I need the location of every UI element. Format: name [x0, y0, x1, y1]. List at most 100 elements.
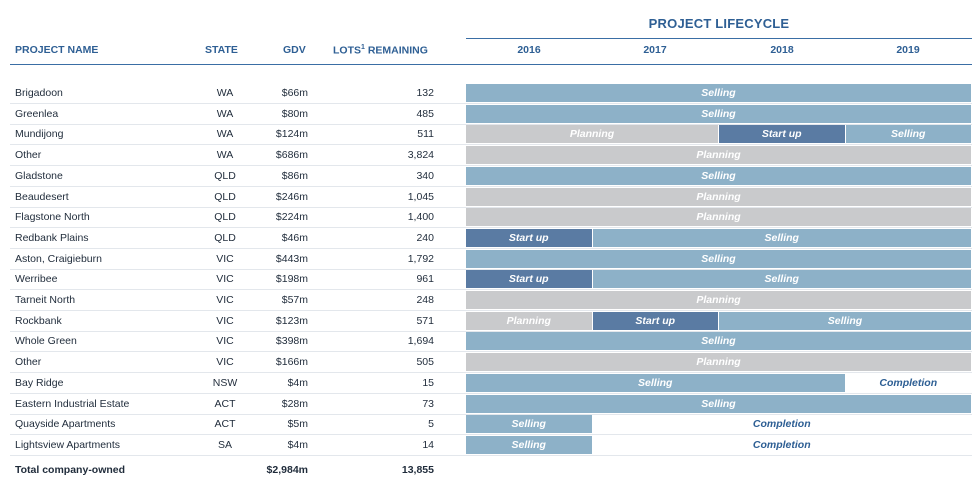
row-divider — [10, 413, 972, 415]
lifecycle-segment-selling: Selling — [592, 270, 972, 289]
project-name: Eastern Industrial Estate — [15, 397, 130, 410]
project-state: VIC — [216, 252, 234, 265]
project-state: WA — [216, 128, 234, 141]
project-lots-remaining: 132 — [416, 87, 434, 99]
project-name: Redbank Plains — [15, 231, 89, 244]
project-state: QLD — [214, 190, 236, 203]
project-state: QLD — [214, 231, 236, 244]
project-state: SA — [217, 438, 232, 451]
row-divider — [10, 310, 972, 311]
total-row: Total company-owned $2,984m 13,855 — [0, 460, 975, 481]
lifecycle-segment-planning: Planning — [466, 187, 972, 206]
row-divider — [10, 144, 972, 146]
project-lots-remaining: 511 — [417, 128, 434, 141]
header-lots: LOTS1 REMAINING — [333, 44, 428, 57]
project-gdv: $66m — [281, 87, 308, 99]
project-lots-remaining: 505 — [416, 356, 434, 369]
year-header-2016: 2016 — [517, 44, 541, 56]
project-gdv: $224m — [275, 211, 308, 224]
project-name: Tarneit North — [15, 294, 76, 306]
table-row: Rockbank VIC $123m 571 Planning Start up Selli… — [0, 311, 975, 332]
lifecycle-segment-selling: Selling — [466, 84, 972, 102]
table-row: Greenlea WA $80m 485 Selling — [0, 104, 975, 125]
project-name: Other — [15, 356, 42, 369]
row-divider — [10, 454, 972, 456]
table-row: Beaudesert QLD $246m 1,045 Planning — [0, 187, 975, 208]
project-gdv: $80m — [281, 107, 308, 120]
lifecycle-segment-completion: Completion — [845, 373, 972, 392]
year-header-2018: 2018 — [770, 44, 794, 56]
table-row: Quayside Apartments ACT $5m 5 Selling Complet… — [0, 414, 975, 436]
project-gdv: $166m — [275, 356, 308, 369]
table-row: Flagstone North QLD $224m 1,400 Planning — [0, 207, 975, 229]
table-row: Redbank Plains QLD $46m 240 Start up Selling — [0, 228, 975, 249]
project-state: VIC — [216, 294, 234, 306]
table-row: Gladstone QLD $86m 340 Selling — [0, 166, 975, 187]
project-lots-remaining: 14 — [422, 438, 434, 451]
lifecycle-bar: Planning — [466, 146, 972, 165]
lifecycle-segment-completion: Completion — [592, 435, 972, 454]
total-gdv: $2,984m — [266, 464, 308, 476]
project-gdv: $4m — [287, 438, 308, 451]
row-divider — [10, 103, 972, 104]
table-row: Other VIC $166m 505 Planning — [0, 352, 975, 374]
lifecycle-segment-selling: Selling — [466, 415, 593, 434]
project-name: Rockbank — [15, 314, 62, 327]
lifecycle-bar: Selling — [466, 332, 972, 351]
header-gdv: GDV — [283, 44, 306, 56]
project-state: QLD — [214, 211, 236, 224]
project-state: WA — [216, 87, 234, 99]
lifecycle-segment-startup: Start up — [466, 270, 593, 289]
project-state: WA — [216, 107, 234, 120]
project-name: Aston, Craigieburn — [15, 252, 102, 265]
table-row: Whole Green VIC $398m 1,694 Selling — [0, 331, 975, 353]
total-label: Total company-owned — [15, 464, 126, 476]
project-gdv: $5m — [287, 418, 308, 431]
project-gdv: $46m — [281, 231, 308, 244]
row-divider — [10, 165, 972, 167]
total-lots: 13,855 — [401, 464, 434, 476]
table-row: Eastern Industrial Estate ACT $28m 73 Sellin… — [0, 394, 975, 415]
project-gdv: $443m — [275, 252, 308, 265]
row-divider — [10, 351, 972, 353]
lifecycle-bar: Planning — [466, 291, 972, 310]
lifecycle-bar: Selling — [466, 394, 972, 414]
row-divider — [10, 227, 972, 229]
project-gdv: $4m — [287, 376, 308, 389]
project-state: QLD — [214, 169, 236, 182]
lifecycle-bar: Selling — [466, 249, 972, 269]
lifecycle-segment-selling: Selling — [466, 249, 972, 268]
project-name: Whole Green — [15, 335, 77, 348]
lifecycle-bar: Selling — [466, 84, 972, 103]
lifecycle-segment-selling: Selling — [466, 435, 593, 454]
project-state: NSW — [212, 376, 238, 389]
lifecycle-segment-startup: Start up — [466, 228, 593, 247]
project-name: Mundijong — [15, 128, 64, 141]
project-name: Greenlea — [15, 107, 59, 120]
row-divider — [10, 392, 972, 394]
project-name: Quayside Apartments — [15, 418, 116, 431]
lifecycle-bar: Planning Start up Selling — [466, 311, 972, 331]
row-divider — [10, 123, 972, 125]
project-lots-remaining: 1,694 — [407, 335, 434, 348]
project-gdv: $686m — [275, 149, 308, 162]
project-lots-remaining: 961 — [416, 273, 434, 286]
row-divider — [10, 268, 972, 270]
lifecycle-segment-planning: Planning — [466, 125, 719, 144]
project-gdv: $246m — [275, 190, 308, 203]
project-lots-remaining: 240 — [416, 231, 434, 244]
lifecycle-bar: Start up Selling — [466, 270, 972, 289]
header-lots-label: LOTS — [333, 44, 361, 57]
lifecycle-segment-selling: Selling — [466, 373, 846, 392]
project-lots-remaining: 15 — [422, 376, 434, 389]
project-gdv: $123m — [275, 314, 308, 327]
lifecycle-title: PROJECT LIFECYCLE — [648, 16, 790, 31]
row-divider — [10, 289, 972, 291]
project-state: VIC — [216, 314, 234, 327]
project-state: WA — [216, 149, 234, 162]
lifecycle-segment-selling: Selling — [466, 166, 972, 185]
lifecycle-bar: Selling Completion — [466, 373, 972, 393]
lifecycle-bar: Selling Completion — [466, 435, 972, 455]
row-divider — [10, 206, 972, 208]
lifecycle-segment-selling: Selling — [719, 311, 972, 330]
